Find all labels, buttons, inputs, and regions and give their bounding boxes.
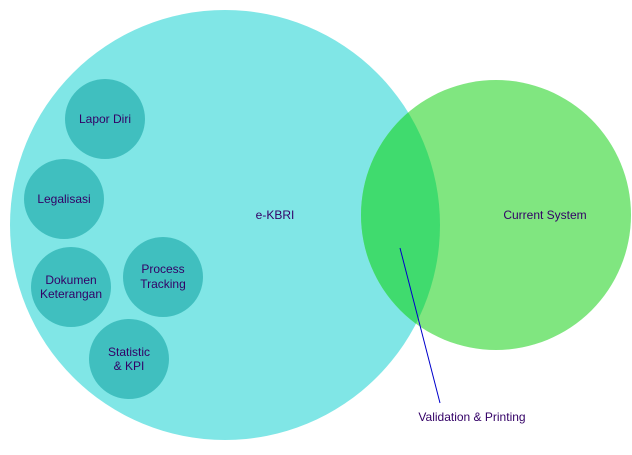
sub-circle-label: Legalisasi	[37, 192, 90, 206]
sub-circle-label: Process	[141, 262, 184, 276]
sub-circle-label: Tracking	[140, 277, 186, 291]
current-system-label: Current System	[503, 208, 586, 222]
sub-circle-label: Lapor Diri	[79, 112, 131, 126]
sub-circle-label: Keterangan	[40, 287, 102, 301]
sub-circle-label: & KPI	[114, 359, 145, 373]
sub-circle-group: Lapor Diri Legalisasi Dokumen Keterangan…	[24, 79, 203, 399]
sub-circle-label: Dokumen	[45, 273, 96, 287]
sub-circle-statistic-kpi: Statistic & KPI	[89, 319, 169, 399]
sub-circle-dokumen-keterangan: Dokumen Keterangan	[31, 247, 111, 327]
callout-connector-line	[399, 247, 441, 404]
sub-circle-legalisasi: Legalisasi	[24, 159, 104, 239]
ekbri-label: e-KBRI	[256, 208, 295, 222]
sub-circle-label: Statistic	[108, 345, 150, 359]
sub-circle-lapor-diri: Lapor Diri	[65, 79, 145, 159]
callout-label: Validation & Printing	[418, 410, 525, 424]
sub-circle-process-tracking: Process Tracking	[123, 237, 203, 317]
